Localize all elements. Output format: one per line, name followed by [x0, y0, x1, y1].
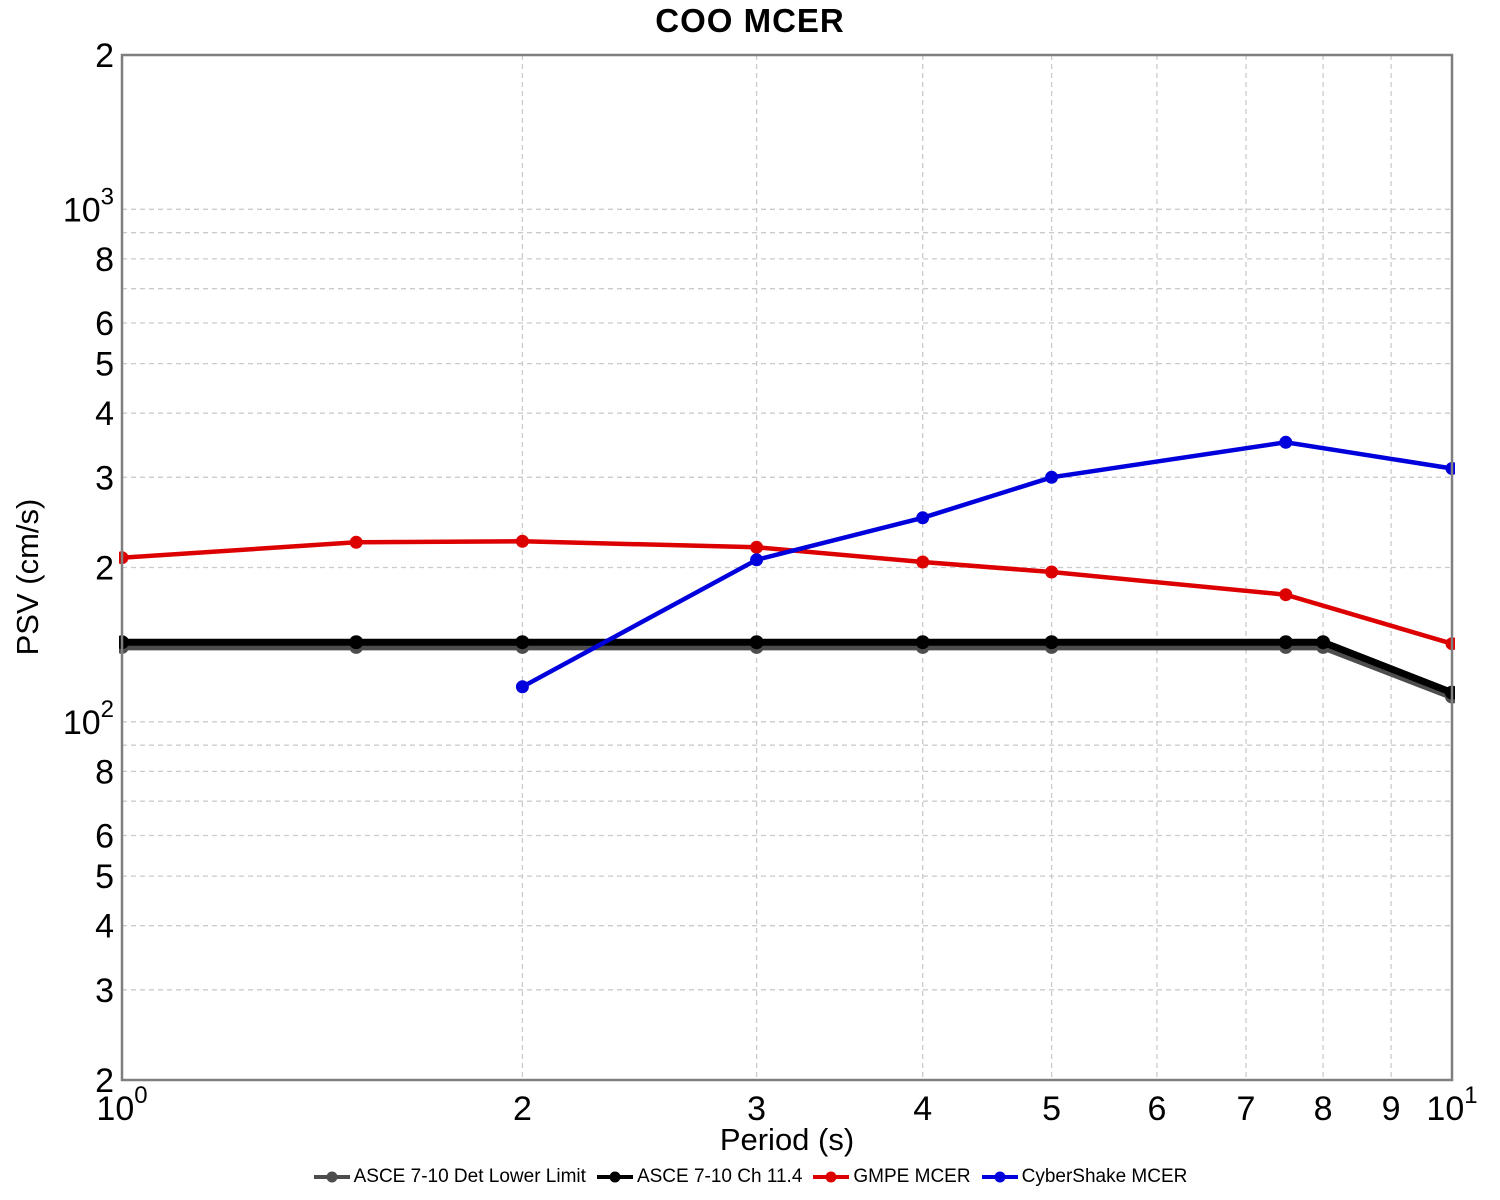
- svg-text:8: 8: [95, 241, 114, 279]
- legend-label: ASCE 7-10 Det Lower Limit: [353, 1166, 586, 1187]
- x-axis-label: Period (s): [719, 1122, 855, 1157]
- svg-text:9: 9: [1382, 1090, 1401, 1128]
- legend: ASCE 7-10 Det Lower Limit ASCE 7-10 Ch 1…: [0, 1166, 1500, 1188]
- svg-text:8: 8: [95, 753, 114, 791]
- legend-item-asce-det-lower-limit: ASCE 7-10 Det Lower Limit: [313, 1166, 586, 1188]
- legend-label: GMPE MCER: [853, 1166, 971, 1187]
- legend-item-gmpe-mcer: GMPE MCER: [812, 1166, 971, 1188]
- legend-line-marker-icon: [313, 1171, 350, 1183]
- svg-text:2: 2: [95, 37, 114, 75]
- svg-text:6: 6: [1147, 1090, 1166, 1128]
- y-axis-label: PSV (cm/s): [10, 498, 45, 656]
- svg-text:8: 8: [1314, 1090, 1333, 1128]
- chart-title: COO MCER: [655, 2, 845, 39]
- svg-text:4: 4: [95, 395, 114, 433]
- legend-line-marker-icon: [813, 1171, 850, 1183]
- legend-label: CyberShake MCER: [1021, 1166, 1188, 1187]
- svg-text:2: 2: [95, 550, 114, 588]
- svg-text:3: 3: [95, 972, 114, 1010]
- svg-text:6: 6: [95, 305, 114, 343]
- svg-text:2: 2: [513, 1090, 532, 1128]
- svg-text:4: 4: [95, 908, 114, 946]
- svg-text:3: 3: [747, 1090, 766, 1128]
- svg-text:6: 6: [95, 818, 114, 856]
- svg-text:2: 2: [95, 1062, 114, 1100]
- svg-text:5: 5: [1042, 1090, 1061, 1128]
- legend-item-asce-ch-11-4: ASCE 7-10 Ch 11.4: [596, 1166, 802, 1188]
- legend-label: ASCE 7-10 Ch 11.4: [636, 1166, 803, 1187]
- svg-text:3: 3: [95, 459, 114, 497]
- legend-line-marker-icon: [596, 1171, 633, 1183]
- legend-line-marker-icon: [981, 1171, 1018, 1183]
- svg-text:102: 102: [63, 696, 114, 742]
- svg-text:4: 4: [913, 1090, 932, 1128]
- svg-text:103: 103: [63, 183, 114, 229]
- legend-item-cybershake-mcer: CyberShake MCER: [981, 1166, 1188, 1188]
- svg-text:5: 5: [95, 346, 114, 384]
- svg-text:5: 5: [95, 858, 114, 896]
- svg-text:7: 7: [1237, 1090, 1256, 1128]
